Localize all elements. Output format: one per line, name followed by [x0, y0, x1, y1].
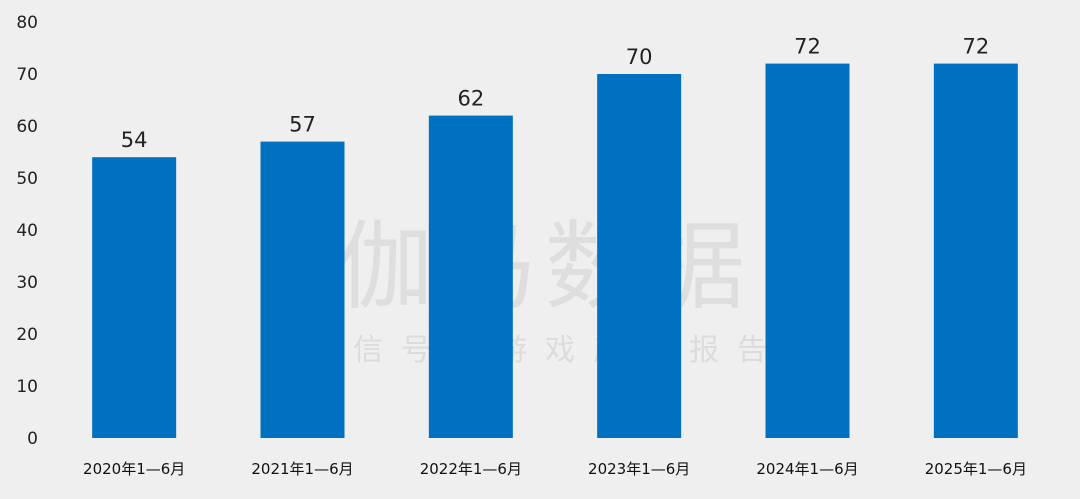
data-label: 54 — [121, 128, 148, 152]
x-tick-label: 2022年1—6月 — [420, 460, 522, 478]
y-tick-label: 20 — [16, 325, 38, 345]
watermark: 伽马数据 微信号：游戏产业报告 — [305, 211, 785, 368]
data-label: 62 — [457, 87, 484, 111]
data-label: 57 — [289, 113, 316, 137]
x-tick-label: 2023年1—6月 — [588, 460, 690, 478]
y-tick-label: 10 — [16, 377, 38, 397]
y-tick-label: 0 — [27, 429, 38, 449]
y-tick-label: 60 — [16, 117, 38, 137]
data-label: 70 — [626, 45, 653, 69]
y-axis: 0 10 20 30 40 50 60 70 80 — [16, 13, 38, 449]
watermark-sub: 微信号：游戏产业报告 — [305, 333, 785, 368]
bar — [428, 115, 513, 438]
x-tick-label: 2021年1—6月 — [251, 460, 353, 478]
data-label: 72 — [794, 35, 821, 59]
x-tick-label: 2025年1—6月 — [925, 460, 1027, 478]
data-labels: 54 57 62 70 72 72 — [121, 35, 989, 153]
bar — [933, 63, 1018, 438]
bar — [765, 63, 850, 438]
y-tick-label: 70 — [16, 65, 38, 85]
watermark-main: 伽马数据 — [337, 211, 753, 323]
bar — [597, 74, 682, 438]
bars — [92, 63, 1018, 438]
x-tick-label: 2020年1—6月 — [83, 460, 185, 478]
y-tick-label: 30 — [16, 273, 38, 293]
data-label: 72 — [962, 35, 989, 59]
x-tick-label: 2024年1—6月 — [756, 460, 858, 478]
y-tick-label: 50 — [16, 169, 38, 189]
bar — [260, 141, 345, 438]
y-tick-label: 40 — [16, 221, 38, 241]
y-tick-label: 80 — [16, 13, 38, 33]
bar — [92, 157, 177, 438]
x-axis: 2020年1—6月 2021年1—6月 2022年1—6月 2023年1—6月 2024… — [83, 460, 1027, 478]
